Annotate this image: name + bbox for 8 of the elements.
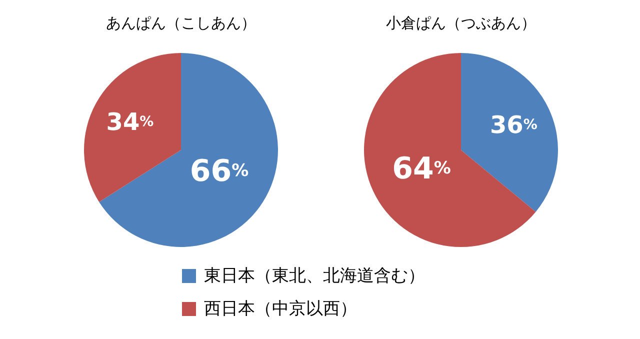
- legend-label: 東日本（東北、北海道含む）: [204, 266, 425, 286]
- chart-title: 小倉ぱん（つぶあん）: [386, 14, 536, 32]
- data-label: 64%: [392, 151, 451, 186]
- chart-title: あんぱん（こしあん）: [106, 14, 256, 32]
- data-label: 34%: [106, 108, 154, 136]
- data-label: 36%: [490, 111, 538, 140]
- data-label: 66%: [190, 154, 249, 189]
- legend-label: 西日本（中京以西）: [204, 299, 357, 319]
